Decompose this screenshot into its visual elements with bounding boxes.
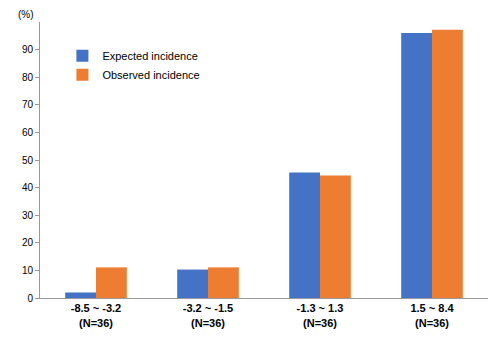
svg-text:0: 0: [27, 293, 33, 304]
svg-text:1.5 ~ 8.4(N=36): 1.5 ~ 8.4(N=36): [410, 302, 454, 328]
svg-text:60: 60: [22, 127, 34, 138]
svg-text:Expected incidence: Expected incidence: [102, 50, 197, 62]
svg-text:Observed incidence: Observed incidence: [102, 69, 199, 81]
svg-text:70: 70: [22, 99, 34, 110]
svg-text:10: 10: [22, 265, 34, 276]
svg-text:90: 90: [22, 44, 34, 55]
svg-text:40: 40: [22, 182, 34, 193]
svg-text:-3.2 ~ -1.5(N=36): -3.2 ~ -1.5(N=36): [183, 302, 233, 328]
svg-text:80: 80: [22, 72, 34, 83]
svg-text:-8.5 ~ -3.2(N=36): -8.5 ~ -3.2(N=36): [71, 302, 121, 328]
svg-text:(%): (%): [18, 9, 34, 20]
svg-text:20: 20: [22, 237, 34, 248]
svg-text:50: 50: [22, 155, 34, 166]
svg-text:-1.3 ~ 1.3(N=36): -1.3 ~ 1.3(N=36): [297, 302, 344, 328]
svg-text:30: 30: [22, 210, 34, 221]
